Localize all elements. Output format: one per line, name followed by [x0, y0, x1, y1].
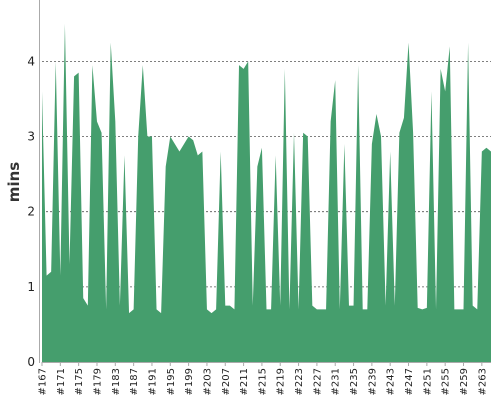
area-series: [42, 23, 491, 362]
x-tick-label: #243: [386, 368, 397, 395]
x-tick-label: #215: [257, 368, 268, 395]
y-tick-label: 3: [27, 130, 35, 144]
x-tick-label: #219: [276, 368, 287, 395]
x-tick-label: #187: [129, 368, 140, 395]
x-tick-label: #223: [294, 368, 305, 395]
x-tick-label: #227: [312, 368, 323, 395]
y-axis-label: mins: [5, 162, 23, 202]
x-tick-label: #235: [349, 368, 360, 395]
x-tick-label: #167: [38, 368, 49, 395]
x-axis-ticks: #167 #171 #175 #179 #183 #187 #191 #195 #199 #203…: [38, 362, 488, 395]
x-tick-label: #207: [221, 368, 232, 395]
x-tick-label: #203: [202, 368, 213, 395]
x-tick-label: #231: [331, 368, 342, 395]
gridlines: [42, 60, 491, 288]
x-tick-label: #183: [111, 368, 122, 395]
x-tick-label: #211: [239, 368, 250, 395]
y-tick-label: 4: [27, 54, 35, 68]
x-tick-label: #191: [147, 368, 158, 395]
x-tick-label: #179: [92, 368, 103, 395]
y-axis-ticks: 0 1 2 3 4: [27, 54, 35, 369]
y-tick-label: 0: [27, 355, 35, 369]
x-tick-label: #195: [166, 368, 177, 395]
x-tick-label: #251: [422, 368, 433, 395]
x-tick-label: #199: [184, 368, 195, 395]
x-tick-label: #247: [404, 368, 415, 395]
x-tick-label: #239: [367, 368, 378, 395]
x-tick-label: #175: [74, 368, 85, 395]
y-tick-label: 2: [27, 205, 35, 219]
x-tick-label: #255: [441, 368, 452, 395]
x-tick-label: #259: [459, 368, 470, 395]
y-tick-label: 1: [27, 280, 35, 294]
x-tick-label: #171: [56, 368, 67, 395]
x-tick-label: #263: [477, 368, 488, 395]
